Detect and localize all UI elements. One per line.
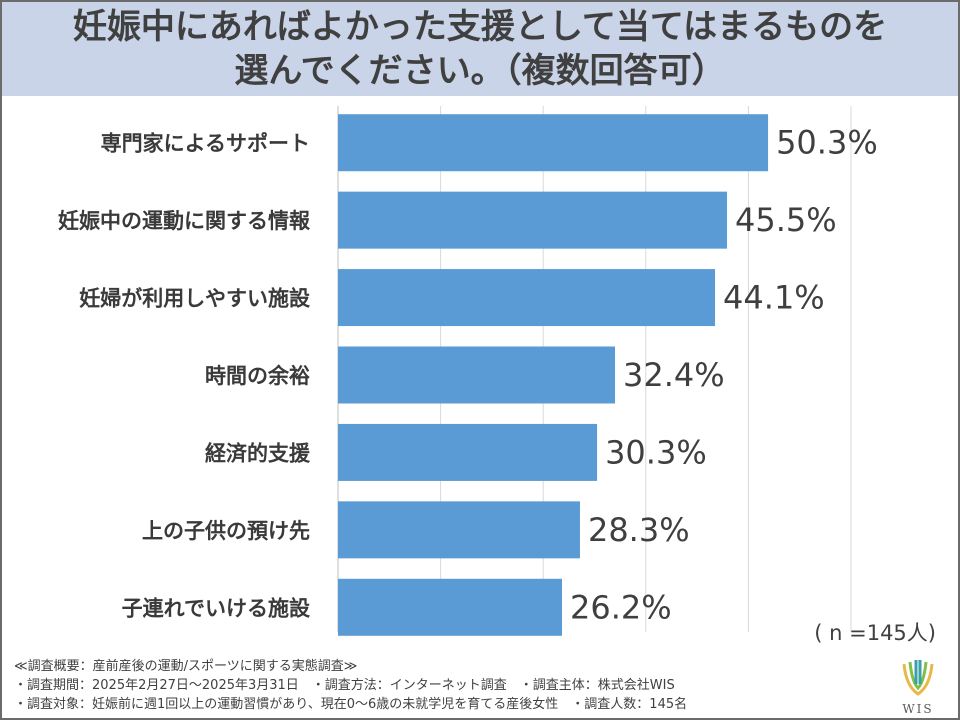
data-label: 50.3% bbox=[776, 124, 878, 162]
chart-title-line-1: 妊娠中にあればよかった支援として当てはまるものを bbox=[72, 7, 888, 47]
category-label: 子連れでいける施設 bbox=[122, 596, 311, 620]
title-band: 妊娠中にあればよかった支援として当てはまるものを 選んでください。（複数回答可） bbox=[2, 2, 958, 96]
category-label: 専門家によるサポート bbox=[101, 132, 310, 156]
data-label: 45.5% bbox=[735, 201, 837, 239]
survey-footnote: ≪調査概要：産前産後の運動/スポーツに関する実態調査≫ ・調査期間：2025年2… bbox=[14, 657, 874, 714]
bar bbox=[338, 423, 598, 481]
bar bbox=[338, 578, 563, 636]
footnote-line-3: ・調査対象：妊娠前に週1回以上の運動習慣があり、現在0〜6歳の未就学児を育てる産… bbox=[14, 697, 688, 712]
data-label: 26.2% bbox=[570, 588, 672, 626]
bars bbox=[338, 114, 769, 636]
bar bbox=[338, 269, 716, 327]
chart-title-line-2: 選んでください。（複数回答可） bbox=[234, 51, 726, 91]
logo-text: WIS bbox=[902, 702, 934, 716]
labels: 50.3% 専門家によるサポート 45.5% 妊娠中の運動に関する情報 44.1% 妊婦が… bbox=[58, 124, 878, 627]
bar bbox=[338, 191, 728, 249]
data-label: 30.3% bbox=[605, 433, 707, 471]
category-label: 上の子供の預け先 bbox=[142, 519, 310, 543]
wis-logo-icon bbox=[902, 660, 934, 696]
data-label: 32.4% bbox=[623, 356, 725, 394]
bar bbox=[338, 501, 580, 559]
sample-size-label: ( n =145人) bbox=[814, 621, 936, 645]
wis-logo: WIS bbox=[890, 658, 946, 718]
category-label: 経済的支援 bbox=[205, 441, 311, 465]
data-label: 44.1% bbox=[723, 279, 825, 317]
footnote-line-2: ・調査期間：2025年2月27日〜2025年3月31日 ・調査方法：インターネッ… bbox=[14, 678, 675, 693]
category-label: 妊娠中の運動に関する情報 bbox=[58, 209, 311, 233]
bar bbox=[338, 346, 616, 404]
bar bbox=[338, 114, 769, 172]
category-label: 妊婦が利用しやすい施設 bbox=[79, 287, 311, 311]
data-label: 28.3% bbox=[588, 511, 690, 549]
footnote-line-1: ≪調査概要：産前産後の運動/スポーツに関する実態調査≫ bbox=[14, 659, 358, 674]
category-label: 時間の余裕 bbox=[205, 364, 310, 388]
